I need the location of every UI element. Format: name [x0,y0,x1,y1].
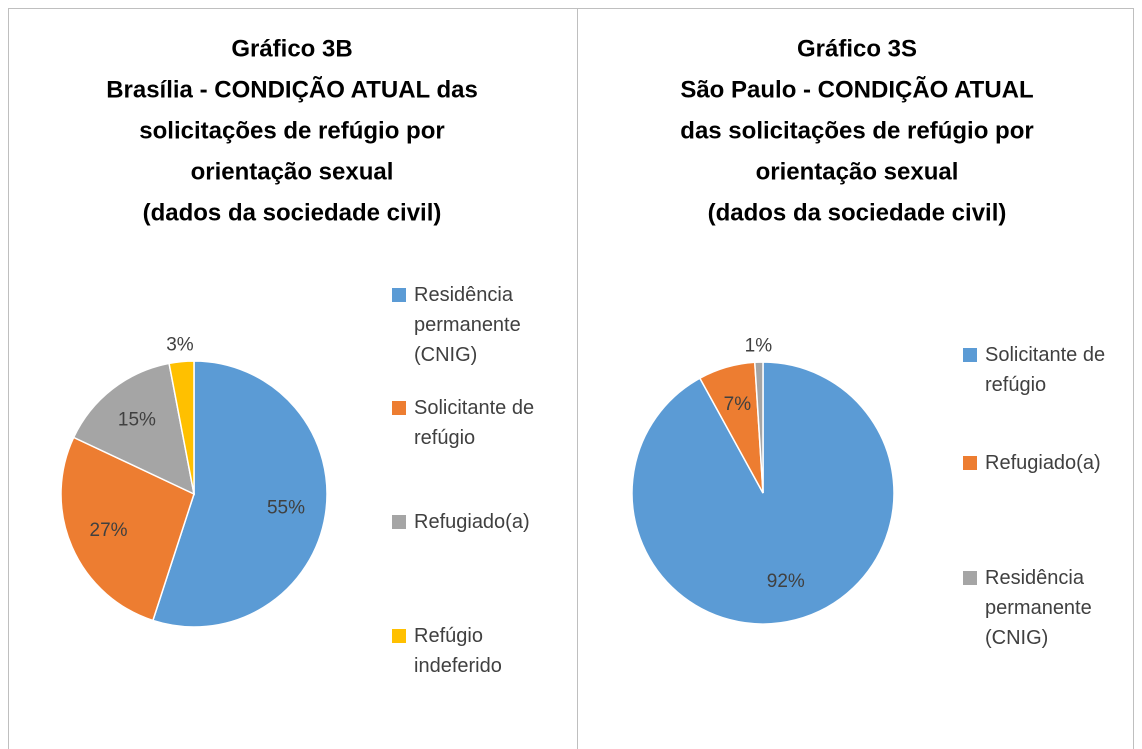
legend-item: Refugiado(a) [392,507,574,537]
pie-slice [151,360,328,628]
chart-title: das solicitações de refúgio por [680,117,1033,144]
legend-swatch [392,288,406,302]
chart-title: orientação sexual [756,158,959,185]
legend-label: Refugiado(a) [985,452,1101,474]
pie-slice [753,361,764,494]
data-label: 3% [166,335,194,356]
chart-title: orientação sexual [191,158,394,185]
pie-slice [631,361,895,625]
legend-swatch [392,629,406,643]
chart-title: Gráfico 3S [797,35,917,62]
legend-label: Residência permanente (CNIG) [985,567,1092,649]
pie-slice [72,362,196,496]
data-label: 92% [767,571,805,592]
data-label: 7% [724,394,752,415]
pie-slice [168,360,195,495]
legend-item: Solicitante de refúgio [392,393,574,453]
data-label: 1% [745,335,773,356]
data-label: 15% [118,409,156,430]
chart-title: Brasília - CONDIÇÃO ATUAL das [106,75,478,103]
legend-item: Residência permanente (CNIG) [392,280,574,370]
legend-label: Refugiado(a) [414,511,530,533]
legend-item: Residência permanente (CNIG) [963,563,1142,653]
legend-item: Solicitante de refúgio [963,340,1142,400]
legend-label: Residência permanente (CNIG) [414,284,521,366]
legend-label: Solicitante de refúgio [414,397,535,449]
chart-title: Gráfico 3B [231,35,352,62]
chart-title: São Paulo - CONDIÇÃO ATUAL [680,75,1033,103]
legend-swatch [963,571,977,585]
data-label: 27% [90,520,128,541]
legend-swatch [963,456,977,470]
chart-title: (dados da sociedade civil) [708,199,1007,226]
legend-label: Refúgio indeferido [414,625,502,677]
chart-title: solicitações de refúgio por [139,117,444,144]
data-label: 55% [267,498,305,519]
legend-swatch [392,401,406,415]
legend-swatch [963,348,977,362]
panel-border [8,8,1134,749]
legend-item: Refúgio indeferido [392,621,574,681]
legend-item: Refugiado(a) [963,448,1142,478]
legend-swatch [392,515,406,529]
chart-title: (dados da sociedade civil) [143,199,442,226]
pie-slice [60,436,195,622]
legend-label: Solicitante de refúgio [985,344,1106,396]
